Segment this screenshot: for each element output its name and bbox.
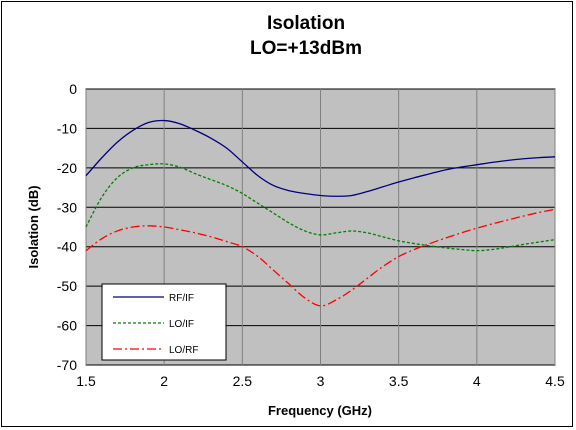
y-tick-label: -70 — [57, 357, 77, 373]
y-tick-label: -30 — [57, 199, 77, 215]
tick-labels: 1.5 2 2.5 3 3.5 4 4.5 0 -10 -20 -30 -40 -50 -60 -70 — [57, 81, 565, 389]
y-tick-label: 0 — [69, 81, 77, 97]
y-tick-label: -60 — [57, 318, 77, 334]
y-tick-label: -50 — [57, 278, 77, 294]
x-tick-label: 3 — [317, 373, 325, 389]
y-axis-label: Isolation (dB) — [26, 185, 41, 268]
x-tick-label: 3.5 — [389, 373, 409, 389]
x-tick-label: 2 — [160, 373, 168, 389]
chart-title: Isolation — [267, 13, 345, 34]
x-axis-label: Frequency (GHz) — [268, 403, 372, 418]
series-layer — [85, 119, 556, 307]
x-tick-label: 4.5 — [545, 373, 565, 389]
series-line-lo-if — [85, 163, 556, 252]
x-tick-label: 4 — [473, 373, 481, 389]
legend-entry-label: RF/IF — [169, 293, 194, 304]
legend: RF/IF LO/IF LO/RF — [101, 283, 227, 361]
chart-subtitle: LO=+13dBm — [250, 38, 362, 59]
legend-entry-label: LO/IF — [169, 319, 194, 330]
series-line-rf-if — [85, 119, 556, 197]
y-tick-label: -40 — [57, 239, 77, 255]
x-tick-label: 2.5 — [233, 373, 253, 389]
x-tick-label: 1.5 — [76, 373, 96, 389]
y-tick-label: -20 — [57, 160, 77, 176]
legend-entry-label: LO/RF — [169, 345, 198, 356]
y-tick-label: -10 — [57, 120, 77, 136]
